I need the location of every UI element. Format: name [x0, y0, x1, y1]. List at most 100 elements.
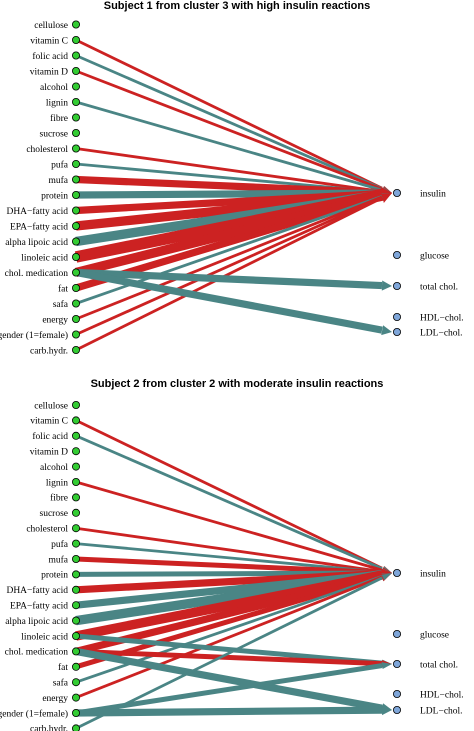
node-energy	[72, 314, 81, 323]
node-label-lignin: lignin	[46, 478, 68, 488]
edge-cholesterol-to-insulin	[75, 147, 383, 193]
edge-arrowhead	[381, 325, 392, 336]
node-label-cholesterol: cholesterol	[26, 145, 68, 155]
node-hdl-chol	[392, 312, 401, 321]
edge-chol-medication-to-total-chol	[75, 648, 383, 667]
node-alpha-lipoic-acid	[72, 237, 81, 246]
node-label-lignin: lignin	[46, 98, 68, 108]
node-label-insulin: insulin	[420, 189, 446, 199]
node-protein	[72, 190, 81, 199]
node-label-hdl-chol: HDL−chol.	[420, 313, 464, 323]
node-gender-1-female	[72, 709, 81, 718]
node-alcohol	[72, 462, 81, 471]
node-label-chol-medication: chol. medication	[5, 269, 69, 279]
node-label-linoleic-acid: linoleic acid	[21, 632, 68, 642]
node-fat	[72, 283, 81, 292]
node-label-glucose: glucose	[420, 251, 449, 261]
edge-gender-1-female-to-insulin	[75, 196, 383, 336]
node-label-hdl-chol: HDL−chol.	[420, 690, 464, 700]
panel-title: Subject 2 from cluster 2 with moderate i…	[91, 378, 384, 390]
node-vitamin-d	[72, 67, 81, 76]
node-label-fat: fat	[58, 662, 68, 673]
edge-chol-medication-to-ldl-chol	[75, 268, 383, 334]
node-label-dha-fatty-acid: DHA−fatty acid	[6, 585, 68, 596]
node-epa-fatty-acid	[72, 221, 81, 230]
node-label-gender-1-female: gender (1=female)	[0, 330, 68, 341]
node-label-folic-acid: folic acid	[32, 431, 68, 442]
node-fat	[72, 662, 81, 671]
node-safa	[72, 299, 81, 308]
node-lignin	[72, 98, 81, 107]
node-label-cellulose: cellulose	[34, 21, 68, 31]
node-label-energy: energy	[42, 315, 68, 325]
node-chol-medication	[72, 647, 81, 656]
edge-cholesterol-to-insulin	[75, 526, 383, 573]
node-label-fibre: fibre	[50, 113, 68, 124]
node-ldl-chol	[392, 706, 401, 715]
node-label-carb-hydr: carb.hydr.	[30, 346, 68, 356]
node-label-gender-1-female: gender (1=female)	[0, 708, 68, 719]
node-dha-fatty-acid	[72, 206, 81, 215]
edge-vitamin-c-to-insulin	[75, 38, 383, 190]
node-cellulose	[72, 20, 81, 29]
node-alcohol	[72, 82, 81, 91]
node-ldl-chol	[392, 327, 401, 336]
node-energy	[72, 693, 81, 702]
node-mufa	[72, 175, 81, 184]
edge-energy-to-insulin	[75, 195, 383, 321]
node-label-epa-fatty-acid: EPA−fatty acid	[10, 221, 68, 232]
node-vitamin-d	[72, 447, 81, 456]
edge-pufa-to-insulin	[75, 542, 383, 574]
panel-title: Subject 1 from cluster 3 with high insul…	[104, 0, 371, 12]
edge-vitamin-d-to-insulin	[75, 69, 383, 191]
node-label-ldl-chol: LDL−chol.	[420, 706, 463, 716]
node-glucose	[392, 630, 401, 639]
edge-carb-hydr-to-insulin	[75, 576, 383, 730]
node-total-chol	[392, 281, 401, 290]
node-total-chol	[392, 660, 401, 669]
edge-lignin-to-insulin	[75, 100, 383, 192]
node-cholesterol	[72, 144, 81, 153]
node-lignin	[72, 477, 81, 486]
node-label-insulin: insulin	[420, 569, 446, 579]
node-cellulose	[72, 400, 81, 409]
node-carb-hydr	[72, 345, 81, 354]
node-label-chol-medication: chol. medication	[5, 648, 69, 658]
node-label-cholesterol: cholesterol	[26, 525, 68, 535]
node-label-ldl-chol: LDL−chol.	[420, 328, 463, 338]
node-label-mufa: mufa	[48, 175, 68, 186]
edge-folic-acid-to-insulin	[75, 434, 383, 570]
node-label-pufa: pufa	[51, 159, 69, 170]
node-label-mufa: mufa	[48, 554, 68, 565]
edge-gender-1-female-to-total-chol	[75, 663, 383, 716]
edge-vitamin-c-to-insulin	[75, 419, 383, 570]
node-vitamin-c	[72, 416, 81, 425]
node-insulin	[392, 569, 401, 578]
edge-mufa-to-insulin	[75, 556, 383, 576]
node-linoleic-acid	[72, 632, 81, 641]
node-chol-medication	[72, 268, 81, 277]
node-label-total-chol: total chol.	[420, 660, 458, 670]
node-glucose	[392, 250, 401, 259]
node-label-folic-acid: folic acid	[32, 51, 68, 62]
edge-energy-to-insulin	[75, 575, 383, 699]
panel-subject-1: Subject 1 from cluster 3 with high insul…	[0, 0, 464, 356]
node-pufa	[72, 539, 81, 548]
node-label-vitamin-c: vitamin C	[30, 417, 68, 427]
edge-safa-to-insulin	[75, 575, 383, 684]
edge-arrowhead	[381, 193, 392, 201]
edge-arrowhead	[381, 280, 392, 291]
edge-lignin-to-insulin	[75, 480, 383, 572]
edge-gender-1-female-to-ldl-chol	[75, 706, 383, 717]
node-label-fibre: fibre	[50, 493, 68, 504]
node-cholesterol	[72, 524, 81, 533]
node-label-vitamin-d: vitamin D	[30, 67, 68, 77]
node-label-protein: protein	[41, 191, 68, 201]
node-label-total-chol: total chol.	[420, 282, 458, 292]
node-label-glucose: glucose	[420, 630, 449, 640]
node-label-alpha-lipoic-acid: alpha lipoic acid	[5, 238, 68, 248]
edge-arrowhead	[381, 705, 392, 716]
edge-carb-hydr-to-insulin	[75, 196, 383, 352]
node-label-safa: safa	[53, 299, 69, 310]
